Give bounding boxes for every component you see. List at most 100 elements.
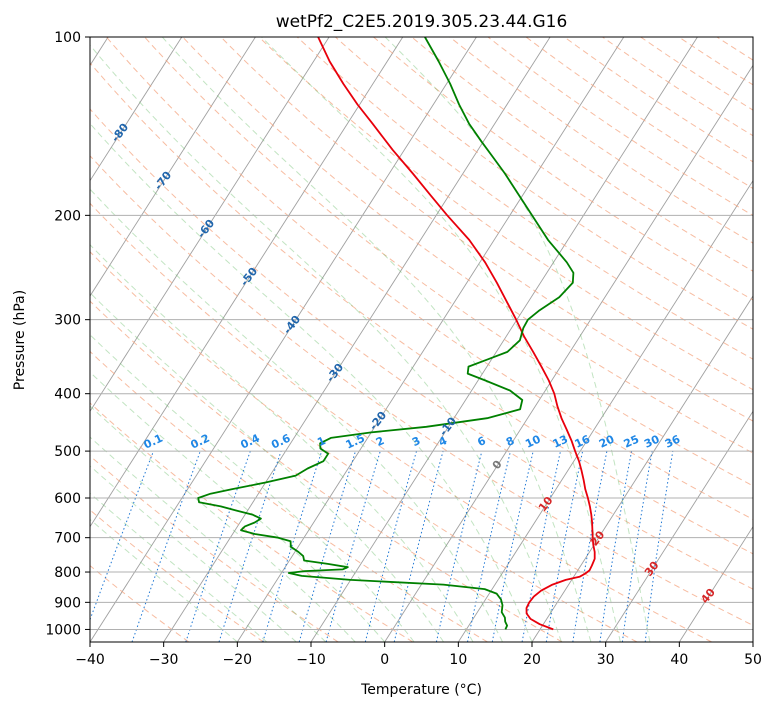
dry-adiabat bbox=[90, 108, 753, 590]
isotherm-line bbox=[163, 37, 551, 642]
x-tick-label: −30 bbox=[149, 652, 179, 668]
mixing-ratio-label: 36 bbox=[663, 432, 683, 450]
isotherm-line bbox=[236, 37, 625, 642]
y-axis-label: Pressure (hPa) bbox=[12, 290, 28, 390]
mixing-ratio-line bbox=[644, 451, 674, 642]
moist-adiabat bbox=[90, 334, 415, 642]
dry-adiabat bbox=[335, 37, 753, 330]
mixing-ratio-line bbox=[262, 450, 323, 642]
moist-adiabat bbox=[161, 37, 592, 642]
x-tick-label: 10 bbox=[449, 652, 467, 668]
isotherm-line bbox=[531, 295, 753, 642]
dry-adiabat bbox=[90, 155, 753, 626]
mixing-ratio-label: 30 bbox=[642, 432, 662, 450]
isotherm-line bbox=[90, 37, 256, 297]
mixing-ratio-line bbox=[218, 450, 282, 642]
mixing-ratio-line bbox=[393, 450, 444, 642]
temperature-profile bbox=[317, 37, 596, 631]
isotherm-line bbox=[457, 179, 753, 642]
moist-adiabat bbox=[384, 37, 651, 642]
dry-adiabat bbox=[90, 300, 563, 642]
dry-adiabat bbox=[90, 251, 638, 642]
x-tick-label: 0 bbox=[380, 652, 389, 668]
x-tick-label: −20 bbox=[223, 652, 253, 668]
y-tick-label: 600 bbox=[54, 491, 81, 507]
dewpoint-profile bbox=[197, 37, 575, 630]
x-tick-label: 50 bbox=[744, 652, 762, 668]
mixing-ratio-line bbox=[185, 450, 251, 642]
dry-adiabat bbox=[220, 37, 753, 422]
mixing-ratio-line bbox=[491, 450, 534, 642]
moist-adiabat bbox=[90, 436, 327, 642]
y-tick-label: 400 bbox=[54, 387, 81, 403]
mixing-ratio-line bbox=[364, 450, 417, 642]
mixing-ratio-line bbox=[545, 451, 584, 642]
dry-adiabat bbox=[373, 37, 753, 301]
isotherm-line bbox=[90, 37, 330, 413]
moist-adiabat bbox=[90, 518, 238, 642]
mixing-ratio-label: 10 bbox=[523, 432, 543, 450]
y-tick-label: 500 bbox=[54, 444, 81, 460]
plot-frame bbox=[89, 36, 754, 643]
dry-adiabat bbox=[296, 37, 753, 360]
moist-adiabat bbox=[90, 188, 503, 642]
isotherm-line bbox=[384, 64, 753, 642]
dry-adiabat bbox=[90, 455, 339, 642]
moist-adiabat bbox=[90, 465, 297, 642]
moist-adiabat bbox=[260, 37, 621, 642]
y-tick-label: 1000 bbox=[45, 622, 81, 638]
moist-adiabat bbox=[90, 122, 533, 642]
mixing-ratio-line bbox=[325, 450, 381, 642]
mixing-ratio-line bbox=[435, 450, 483, 642]
x-tick-label: −10 bbox=[296, 652, 326, 668]
mixing-ratio-line bbox=[131, 450, 201, 642]
x-tick-label: 20 bbox=[523, 652, 541, 668]
y-tick-label: 800 bbox=[54, 565, 81, 581]
sounding-series bbox=[197, 37, 596, 631]
mixing-ratio-line bbox=[521, 450, 561, 642]
isotherm-line bbox=[90, 37, 404, 528]
dry-adiabat bbox=[90, 402, 414, 642]
dry-adiabat bbox=[487, 37, 753, 217]
mixing-ratio-line bbox=[572, 451, 608, 642]
dry-adiabat bbox=[144, 37, 753, 487]
isotherm-line bbox=[678, 525, 753, 642]
x-tick-label: 40 bbox=[670, 652, 688, 668]
y-axis-ticks: 1000 900 800 700 600 500 400 300 200 100 bbox=[45, 30, 90, 638]
y-tick-label: 200 bbox=[54, 208, 81, 224]
mixing-ratio-line bbox=[621, 451, 653, 642]
y-tick-label: 100 bbox=[54, 30, 81, 46]
dry-adiabat bbox=[258, 37, 753, 391]
isotherm-line bbox=[605, 410, 753, 642]
isotherm-line bbox=[90, 37, 477, 642]
y-tick-label: 300 bbox=[54, 313, 81, 329]
mixing-ratio-line bbox=[298, 450, 356, 642]
chart-title: wetPf2_C2E5.2019.305.23.44.G16 bbox=[276, 12, 568, 32]
mixing-ratio-label: 13 bbox=[551, 433, 570, 451]
plot-background bbox=[90, 37, 753, 642]
dry-adiabat bbox=[182, 37, 753, 454]
y-tick-label: 900 bbox=[54, 595, 81, 611]
x-tick-label: −40 bbox=[75, 652, 105, 668]
moist-adiabat bbox=[90, 44, 562, 642]
moist-adiabat bbox=[90, 292, 445, 642]
x-axis-label: Temperature (°C) bbox=[360, 682, 482, 698]
moist-adiabat bbox=[90, 405, 356, 642]
moist-adiabat bbox=[90, 492, 268, 642]
dry-adiabat bbox=[449, 37, 753, 244]
mixing-ratio-line bbox=[467, 450, 511, 642]
moist-adiabat bbox=[90, 371, 386, 642]
mixing-ratio-label: 25 bbox=[622, 433, 641, 451]
mixing-ratio-label: 20 bbox=[597, 432, 617, 450]
moist-adiabat bbox=[90, 244, 474, 642]
x-tick-label: 30 bbox=[597, 652, 615, 668]
mixing-ratio-line bbox=[599, 451, 633, 642]
background-lines bbox=[90, 37, 753, 642]
y-tick-label: 700 bbox=[54, 531, 81, 547]
dry-adiabat bbox=[90, 202, 712, 642]
dry-adiabat bbox=[411, 37, 753, 272]
mixing-ratio-label: 16 bbox=[573, 432, 593, 450]
isotherm-line bbox=[90, 37, 183, 182]
dry-adiabat bbox=[90, 62, 753, 555]
